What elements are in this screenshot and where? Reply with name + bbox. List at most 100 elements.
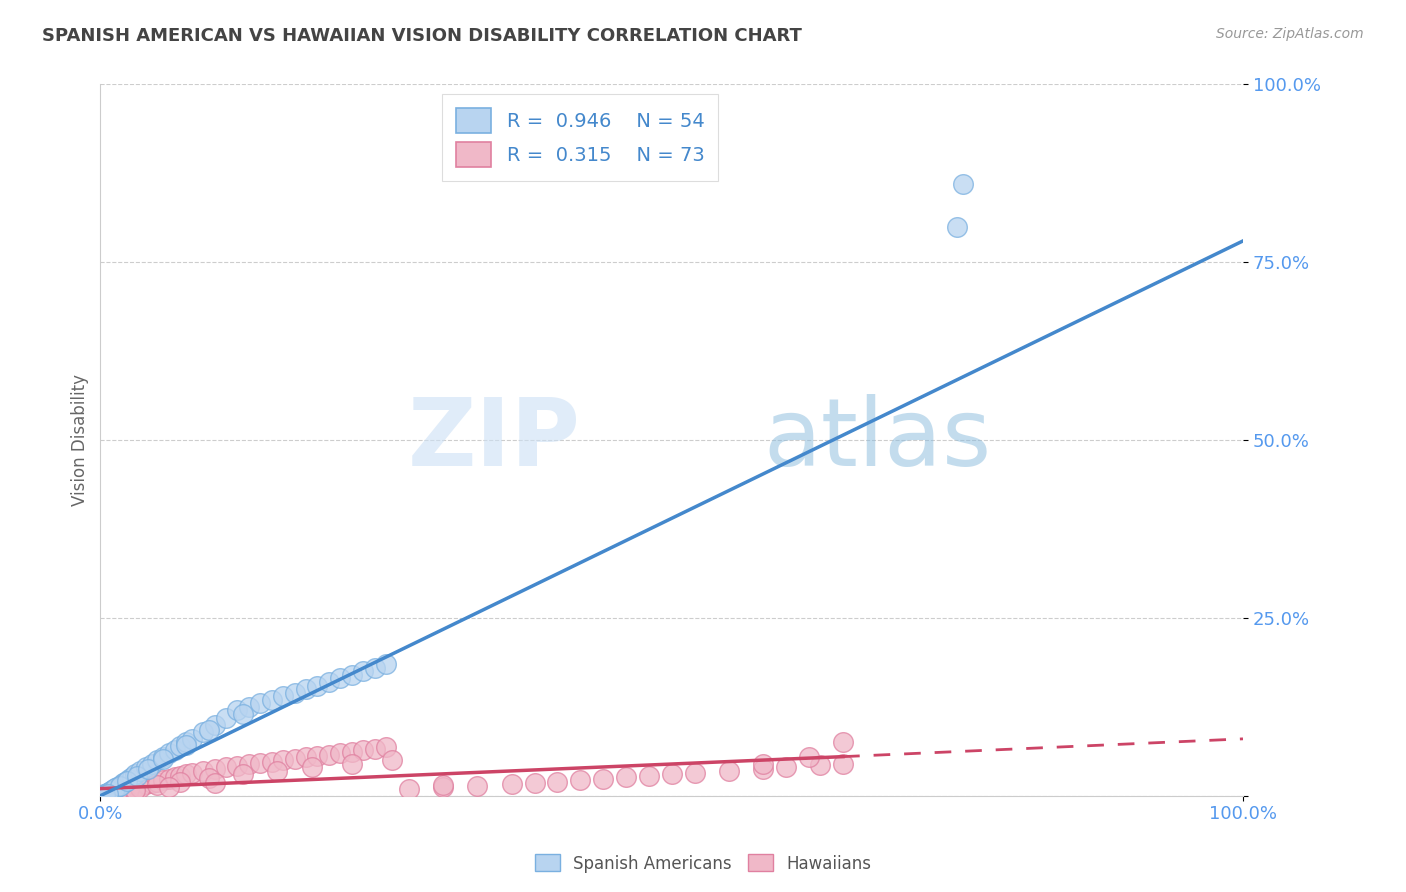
- Point: [501, 777, 523, 791]
- Point: [260, 755, 283, 769]
- Text: ZIP: ZIP: [408, 394, 581, 486]
- Point: [157, 772, 180, 786]
- Point: [352, 665, 374, 679]
- Point: [141, 776, 163, 790]
- Point: [775, 760, 797, 774]
- Point: [249, 756, 271, 770]
- Point: [661, 767, 683, 781]
- Legend: Spanish Americans, Hawaiians: Spanish Americans, Hawaiians: [527, 847, 879, 880]
- Point: [363, 741, 385, 756]
- Point: [226, 759, 249, 773]
- Point: [96, 786, 118, 800]
- Legend: R =  0.946    N = 54, R =  0.315    N = 73: R = 0.946 N = 54, R = 0.315 N = 73: [443, 95, 718, 181]
- Point: [146, 778, 169, 792]
- Text: atlas: atlas: [763, 394, 991, 486]
- Point: [174, 767, 197, 781]
- Point: [193, 764, 215, 778]
- Point: [752, 756, 775, 771]
- Point: [340, 745, 363, 759]
- Point: [592, 772, 614, 786]
- Point: [226, 703, 249, 717]
- Point: [266, 764, 288, 778]
- Point: [98, 785, 121, 799]
- Point: [808, 758, 831, 772]
- Point: [135, 777, 157, 791]
- Point: [307, 748, 329, 763]
- Point: [94, 788, 117, 802]
- Point: [93, 788, 115, 802]
- Point: [107, 785, 129, 799]
- Point: [215, 710, 238, 724]
- Point: [135, 760, 157, 774]
- Point: [115, 773, 138, 788]
- Point: [271, 753, 294, 767]
- Point: [329, 746, 352, 760]
- Point: [329, 672, 352, 686]
- Point: [232, 706, 254, 721]
- Point: [340, 756, 363, 771]
- Point: [363, 661, 385, 675]
- Point: [146, 774, 169, 789]
- Point: [752, 762, 775, 776]
- Point: [107, 784, 129, 798]
- Point: [125, 769, 148, 783]
- Point: [163, 742, 186, 756]
- Point: [952, 177, 974, 191]
- Point: [381, 753, 404, 767]
- Point: [118, 782, 141, 797]
- Point: [398, 781, 420, 796]
- Point: [683, 766, 706, 780]
- Point: [157, 746, 180, 760]
- Point: [340, 668, 363, 682]
- Point: [832, 756, 855, 771]
- Point: [307, 679, 329, 693]
- Point: [832, 735, 855, 749]
- Point: [198, 723, 221, 738]
- Point: [215, 760, 238, 774]
- Point: [163, 770, 186, 784]
- Point: [169, 739, 191, 753]
- Point: [118, 781, 141, 796]
- Text: SPANISH AMERICAN VS HAWAIIAN VISION DISABILITY CORRELATION CHART: SPANISH AMERICAN VS HAWAIIAN VISION DISA…: [42, 27, 801, 45]
- Point: [249, 696, 271, 710]
- Point: [301, 760, 323, 774]
- Point: [110, 784, 132, 798]
- Point: [101, 786, 124, 800]
- Point: [152, 749, 174, 764]
- Point: [614, 770, 637, 784]
- Point: [318, 675, 340, 690]
- Point: [118, 772, 141, 787]
- Point: [129, 780, 152, 795]
- Point: [152, 773, 174, 788]
- Point: [271, 689, 294, 703]
- Point: [103, 781, 125, 796]
- Point: [238, 757, 260, 772]
- Point: [108, 779, 131, 793]
- Point: [238, 699, 260, 714]
- Point: [204, 776, 226, 790]
- Point: [124, 767, 146, 781]
- Point: [103, 785, 125, 799]
- Point: [97, 787, 120, 801]
- Point: [94, 787, 117, 801]
- Point: [97, 787, 120, 801]
- Point: [284, 752, 307, 766]
- Point: [295, 750, 318, 764]
- Point: [432, 778, 454, 792]
- Point: [104, 780, 127, 795]
- Point: [121, 770, 143, 784]
- Point: [169, 774, 191, 789]
- Point: [141, 756, 163, 771]
- Point: [124, 783, 146, 797]
- Point: [112, 776, 135, 790]
- Point: [193, 724, 215, 739]
- Point: [112, 783, 135, 797]
- Point: [198, 771, 221, 785]
- Point: [169, 769, 191, 783]
- Point: [138, 762, 160, 776]
- Point: [100, 784, 122, 798]
- Point: [174, 738, 197, 752]
- Point: [797, 749, 820, 764]
- Point: [93, 788, 115, 802]
- Point: [129, 779, 152, 793]
